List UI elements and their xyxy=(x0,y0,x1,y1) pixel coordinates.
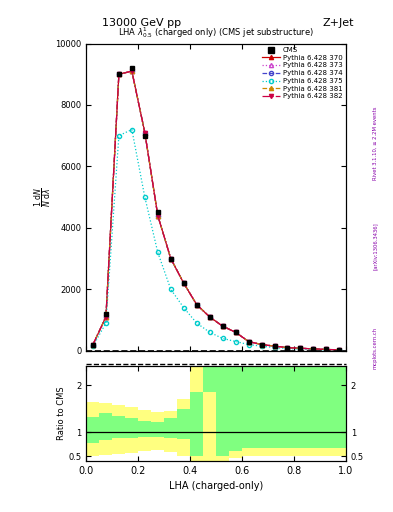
Y-axis label: Ratio to CMS: Ratio to CMS xyxy=(57,387,66,440)
X-axis label: LHA (charged-only): LHA (charged-only) xyxy=(169,481,263,491)
Text: LHA $\lambda^{1}_{0.5}$ (charged only) (CMS jet substructure): LHA $\lambda^{1}_{0.5}$ (charged only) (… xyxy=(118,26,314,40)
Text: [arXiv:1306.3436]: [arXiv:1306.3436] xyxy=(373,222,378,270)
Y-axis label: $\frac{1}{N}\frac{\mathrm{d}N}{\mathrm{d}\lambda}$: $\frac{1}{N}\frac{\mathrm{d}N}{\mathrm{d… xyxy=(33,187,54,207)
Legend: CMS, Pythia 6.428 370, Pythia 6.428 373, Pythia 6.428 374, Pythia 6.428 375, Pyt: CMS, Pythia 6.428 370, Pythia 6.428 373,… xyxy=(263,47,342,99)
Text: 13000 GeV pp: 13000 GeV pp xyxy=(102,18,181,28)
Text: Rivet 3.1.10, ≥ 2.2M events: Rivet 3.1.10, ≥ 2.2M events xyxy=(373,106,378,180)
Text: Z+Jet: Z+Jet xyxy=(322,18,354,28)
Text: mcplots.cern.ch: mcplots.cern.ch xyxy=(373,327,378,369)
